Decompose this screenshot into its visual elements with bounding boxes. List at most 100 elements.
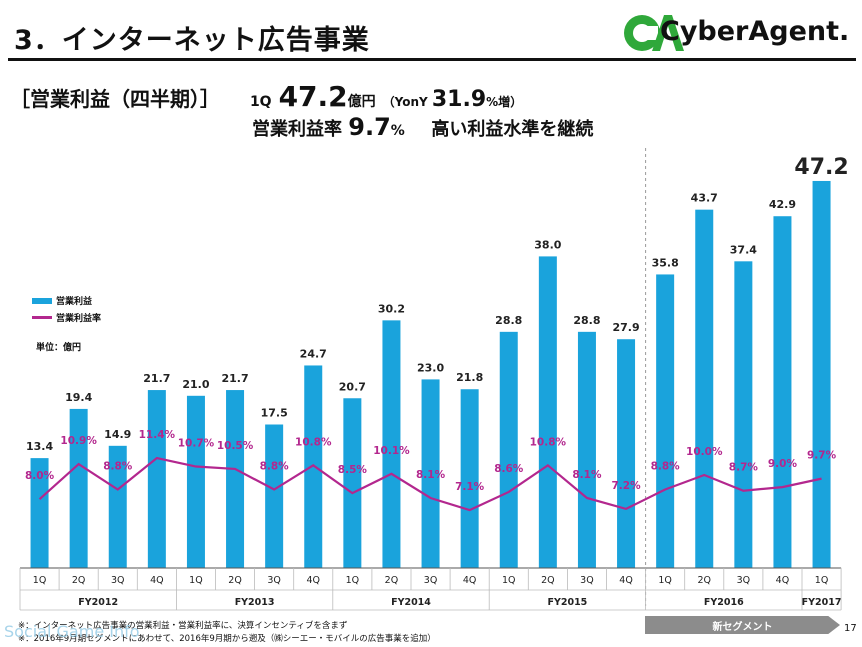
bar-12 xyxy=(499,331,518,568)
bar-0 xyxy=(30,458,49,568)
watermark: Social Game Info xyxy=(4,622,140,641)
bar-18 xyxy=(734,261,753,568)
summary-value: 47.2 xyxy=(278,80,348,113)
quarter-label-7: 4Q xyxy=(306,575,320,586)
margin-unit: % xyxy=(390,123,405,139)
margin-label-11: 7.1% xyxy=(455,481,485,493)
bar-14 xyxy=(577,331,596,568)
fy-label-3: FY2015 xyxy=(547,597,587,608)
bar-1 xyxy=(69,408,88,568)
quarter-label-19: 4Q xyxy=(776,575,790,586)
fy-label-1: FY2013 xyxy=(235,597,275,608)
margin-line xyxy=(38,456,822,512)
summary-yoy-unit: %増 xyxy=(486,95,511,109)
summary-value-unit: 億円 xyxy=(347,94,376,110)
margin-label-13: 10.8% xyxy=(530,436,567,448)
quarter-label-2: 3Q xyxy=(111,575,125,586)
bar-label-0: 13.4 xyxy=(26,440,53,453)
quarter-label-12: 1Q xyxy=(502,575,516,586)
bar-label-19: 42.9 xyxy=(769,198,796,211)
margin-label-17: 10.0% xyxy=(686,446,723,458)
margin-label-2: 8.8% xyxy=(103,461,133,473)
margin-label-14: 8.1% xyxy=(572,469,602,481)
bar-4 xyxy=(186,395,205,568)
bar-7 xyxy=(304,365,323,568)
margin-label-4: 10.7% xyxy=(178,438,215,450)
slide-header: 3．インターネット広告事業 CyberAgent. xyxy=(0,0,862,62)
bar-label-17: 43.7 xyxy=(691,192,718,205)
bar-label-16: 35.8 xyxy=(652,256,679,269)
page-number: 17 xyxy=(844,623,857,634)
page-title: 3．インターネット広告事業 xyxy=(14,25,370,56)
bar-13 xyxy=(538,256,557,568)
summary-line-1: ［営業利益（四半期）］ 1Q 47.2億円 （YonY 31.9%増） xyxy=(10,80,522,113)
margin-label-12: 8.6% xyxy=(494,463,524,475)
quarter-label-0: 1Q xyxy=(33,575,47,586)
bar-8 xyxy=(343,398,362,568)
quarter-label-20: 1Q xyxy=(815,575,829,586)
bar-9 xyxy=(382,320,401,568)
bar-3 xyxy=(147,390,166,568)
quarter-label-4: 1Q xyxy=(189,575,203,586)
bar-5 xyxy=(226,390,245,568)
bar-label-8: 20.7 xyxy=(339,380,366,393)
bar-label-4: 21.0 xyxy=(182,378,209,391)
margin-value: 9.7 xyxy=(348,113,391,141)
bar-2 xyxy=(108,445,127,568)
margin-label-8: 8.5% xyxy=(338,464,368,476)
quarter-label-17: 2Q xyxy=(697,575,711,586)
bar-15 xyxy=(617,339,636,568)
bar-label-14: 28.8 xyxy=(573,314,600,327)
bar-label-1: 19.4 xyxy=(65,391,92,404)
bar-label-12: 28.8 xyxy=(495,314,522,327)
bar-label-7: 24.7 xyxy=(300,347,327,360)
bar-10 xyxy=(421,379,440,568)
bar-label-13: 38.0 xyxy=(534,238,561,251)
quarter-label-9: 2Q xyxy=(385,575,399,586)
bar-label-11: 21.8 xyxy=(456,371,483,384)
summary-yoy-value: 31.9 xyxy=(431,87,487,112)
fy-label-0: FY2012 xyxy=(78,597,118,608)
margin-label-9: 10.1% xyxy=(373,445,410,457)
bar-label-10: 23.0 xyxy=(417,361,444,374)
bar-label-3: 21.7 xyxy=(143,372,170,385)
quarter-label-3: 4Q xyxy=(150,575,164,586)
margin-label-15: 7.2% xyxy=(611,480,641,492)
footnote-2: ※：2016年9月期セグメントにあわせて、2016年9月期から遡及（㈱シーエー・… xyxy=(18,634,436,644)
quarter-label-1: 2Q xyxy=(72,575,86,586)
summary-label: ［営業利益（四半期）］ xyxy=(10,87,220,111)
bar-6 xyxy=(265,424,284,568)
summary-yoy-close: ） xyxy=(510,95,523,109)
header-divider xyxy=(8,58,856,61)
footnote-1: ※：インターネット広告事業の営業利益・営業利益率に、決算インセンティブを含まず xyxy=(18,621,348,631)
bar-label-9: 30.2 xyxy=(378,302,405,315)
summary-quarter: 1Q xyxy=(249,94,272,110)
margin-label-19: 9.0% xyxy=(768,458,798,470)
quarter-label-13: 2Q xyxy=(541,575,555,586)
margin-label-20: 9.7% xyxy=(807,450,837,462)
summary-yoy-open: （YonY xyxy=(382,95,432,109)
bar-19 xyxy=(773,216,792,568)
quarter-label-8: 1Q xyxy=(346,575,360,586)
fy-label-2: FY2014 xyxy=(391,597,431,608)
bar-label-20: 47.2 xyxy=(794,155,848,180)
quarter-label-15: 4Q xyxy=(619,575,633,586)
quarter-label-14: 3Q xyxy=(580,575,594,586)
margin-label-3: 11.4% xyxy=(139,429,176,441)
legend-line-label: 営業利益率 xyxy=(56,314,102,324)
bar-16 xyxy=(656,274,675,568)
margin-label-0: 8.0% xyxy=(25,470,55,482)
margin-label-6: 8.8% xyxy=(260,461,290,473)
bar-label-18: 37.4 xyxy=(730,243,757,256)
quarter-label-5: 2Q xyxy=(228,575,242,586)
fy-label-5: FY2017 xyxy=(802,597,842,608)
margin-label-16: 8.8% xyxy=(651,461,681,473)
legend-item-bar: 営業利益 xyxy=(32,292,101,309)
logo-wordmark: CyberAgent. xyxy=(660,16,850,47)
margin-label: 営業利益率 xyxy=(252,119,342,140)
bar-11 xyxy=(460,389,479,568)
bar-label-5: 21.7 xyxy=(221,372,248,385)
margin-label-7: 10.8% xyxy=(295,436,332,448)
bar-label-6: 17.5 xyxy=(261,407,288,420)
